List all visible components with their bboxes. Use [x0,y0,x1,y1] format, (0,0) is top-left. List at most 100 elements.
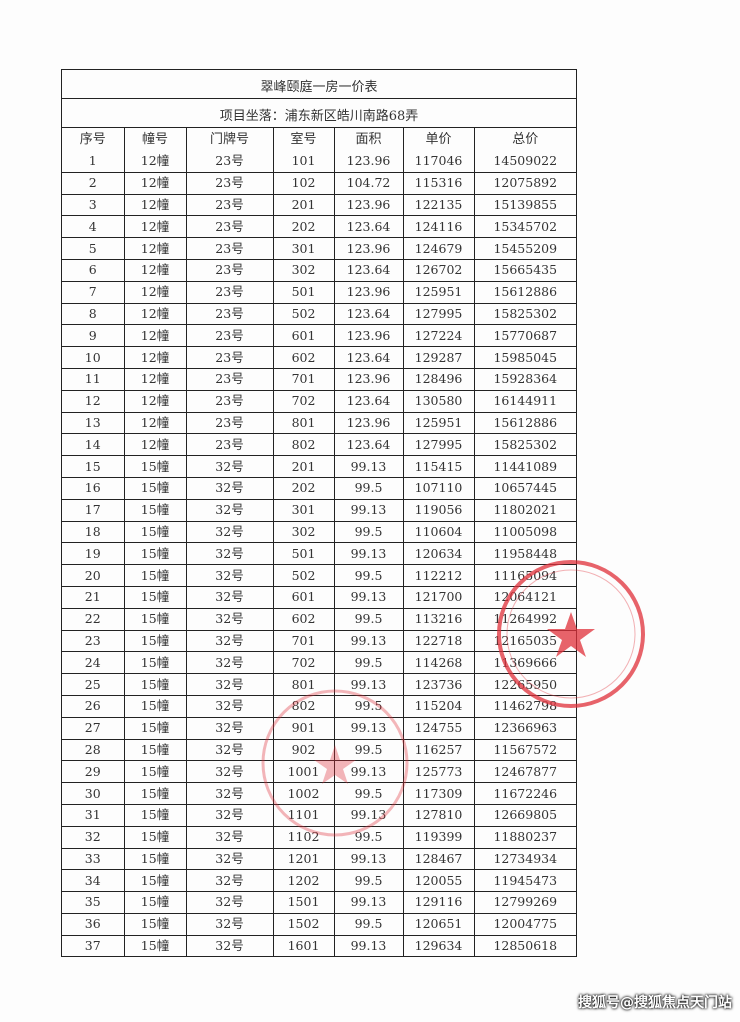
room-number-cell: 501 [272,280,335,304]
area-cell: 123.96 [333,411,404,435]
table-row: 28 15幢 32号 902 99.5 116257 11567572 [62,738,576,762]
door-number-cell: 23号 [185,367,274,391]
room-number-cell: 802 [272,694,335,718]
unit-price-cell: 115316 [402,171,475,195]
table-row: 12 12幢 23号 702 123.64 130580 16144911 [62,389,576,413]
building-cell: 12幢 [123,411,187,435]
building-cell: 12幢 [123,433,187,457]
area-cell: 99.5 [333,912,404,936]
total-price-cell: 15612886 [473,411,576,435]
unit-price-cell: 125951 [402,411,475,435]
area-cell: 123.96 [333,237,404,260]
door-number-cell: 23号 [185,280,274,304]
row-number-cell: 3 [62,193,125,217]
row-number-cell: 34 [62,869,125,893]
room-number-cell: 1101 [272,803,335,827]
area-cell: 99.5 [333,476,404,500]
table-row: 29 15幢 32号 1001 99.13 125773 12467877 [62,760,576,784]
area-cell: 99.13 [333,542,404,566]
door-number-cell: 23号 [185,389,274,413]
table-row: 1 12幢 23号 101 123.96 117046 14509022 [62,151,576,173]
total-price-cell: 12467877 [473,760,576,784]
column-header: 总价 [473,128,576,151]
room-number-cell: 702 [272,389,335,413]
row-number-cell: 9 [62,324,125,348]
room-number-cell: 101 [272,151,335,173]
building-cell: 12幢 [123,215,187,239]
row-number-cell: 5 [62,237,125,260]
room-number-cell: 201 [272,193,335,217]
table-row: 19 15幢 32号 501 99.13 120634 11958448 [62,542,576,566]
room-number-cell: 1202 [272,869,335,893]
building-cell: 15幢 [123,564,187,587]
building-cell: 15幢 [123,585,187,609]
price-list-document: 翠峰颐庭一房一价表 项目坐落：浦东新区皓川南路68弄 序号 幢号 门牌号 室号 面积 单价… [61,69,577,958]
row-number-cell: 4 [62,215,125,239]
table-row: 24 15幢 32号 702 99.5 114268 11369666 [62,651,576,675]
total-price-cell: 15825302 [473,433,576,457]
building-cell: 15幢 [123,760,187,784]
building-cell: 15幢 [123,542,187,566]
area-cell: 99.5 [333,607,404,631]
building-cell: 15幢 [123,891,187,914]
area-cell: 99.5 [333,520,404,544]
room-number-cell: 502 [272,302,335,326]
unit-price-cell: 120634 [402,542,475,566]
unit-price-cell: 124755 [402,716,475,740]
building-cell: 15幢 [123,607,187,631]
door-number-cell: 32号 [185,869,274,893]
total-price-cell: 11567572 [473,738,576,762]
total-price-cell: 11264992 [473,607,576,631]
total-price-cell: 12165035 [473,629,576,653]
table-row: 36 15幢 32号 1502 99.5 120651 12004775 [62,912,576,936]
row-number-cell: 25 [62,673,125,696]
row-number-cell: 21 [62,585,125,609]
total-price-cell: 15825302 [473,302,576,326]
building-cell: 15幢 [123,498,187,522]
total-price-cell: 15139855 [473,193,576,217]
row-number-cell: 20 [62,564,125,587]
building-cell: 12幢 [123,258,187,282]
room-number-cell: 202 [272,476,335,500]
table-row: 32 15幢 32号 1102 99.5 119399 11880237 [62,825,576,849]
door-number-cell: 23号 [185,346,274,369]
door-number-cell: 23号 [185,433,274,457]
total-price-cell: 11880237 [473,825,576,849]
unit-price-cell: 120055 [402,869,475,893]
door-number-cell: 32号 [185,912,274,936]
door-number-cell: 32号 [185,585,274,609]
door-number-cell: 23号 [185,151,274,173]
row-number-cell: 10 [62,346,125,369]
table-row: 33 15幢 32号 1201 99.13 128467 12734934 [62,847,576,871]
table-row: 30 15幢 32号 1002 99.5 117309 11672246 [62,782,576,805]
row-number-cell: 7 [62,280,125,304]
unit-price-cell: 125773 [402,760,475,784]
door-number-cell: 32号 [185,782,274,805]
building-cell: 12幢 [123,302,187,326]
unit-price-cell: 117309 [402,782,475,805]
area-cell: 99.5 [333,869,404,893]
unit-price-cell: 127810 [402,803,475,827]
area-cell: 123.96 [333,367,404,391]
table-row: 27 15幢 32号 901 99.13 124755 12366963 [62,716,576,740]
row-number-cell: 22 [62,607,125,631]
unit-price-cell: 126702 [402,258,475,282]
building-cell: 12幢 [123,346,187,369]
area-cell: 99.13 [333,803,404,827]
area-cell: 123.64 [333,433,404,457]
area-cell: 99.5 [333,651,404,675]
total-price-cell: 15665435 [473,258,576,282]
door-number-cell: 23号 [185,324,274,348]
column-header: 面积 [333,128,404,151]
total-price-cell: 12075892 [473,171,576,195]
unit-price-cell: 112212 [402,564,475,587]
area-cell: 99.13 [333,760,404,784]
area-cell: 123.96 [333,151,404,173]
area-cell: 104.72 [333,171,404,195]
row-number-cell: 37 [62,934,125,957]
unit-price-cell: 129634 [402,934,475,957]
door-number-cell: 32号 [185,542,274,566]
unit-price-cell: 122718 [402,629,475,653]
table-row: 23 15幢 32号 701 99.13 122718 12165035 [62,629,576,653]
building-cell: 15幢 [123,825,187,849]
